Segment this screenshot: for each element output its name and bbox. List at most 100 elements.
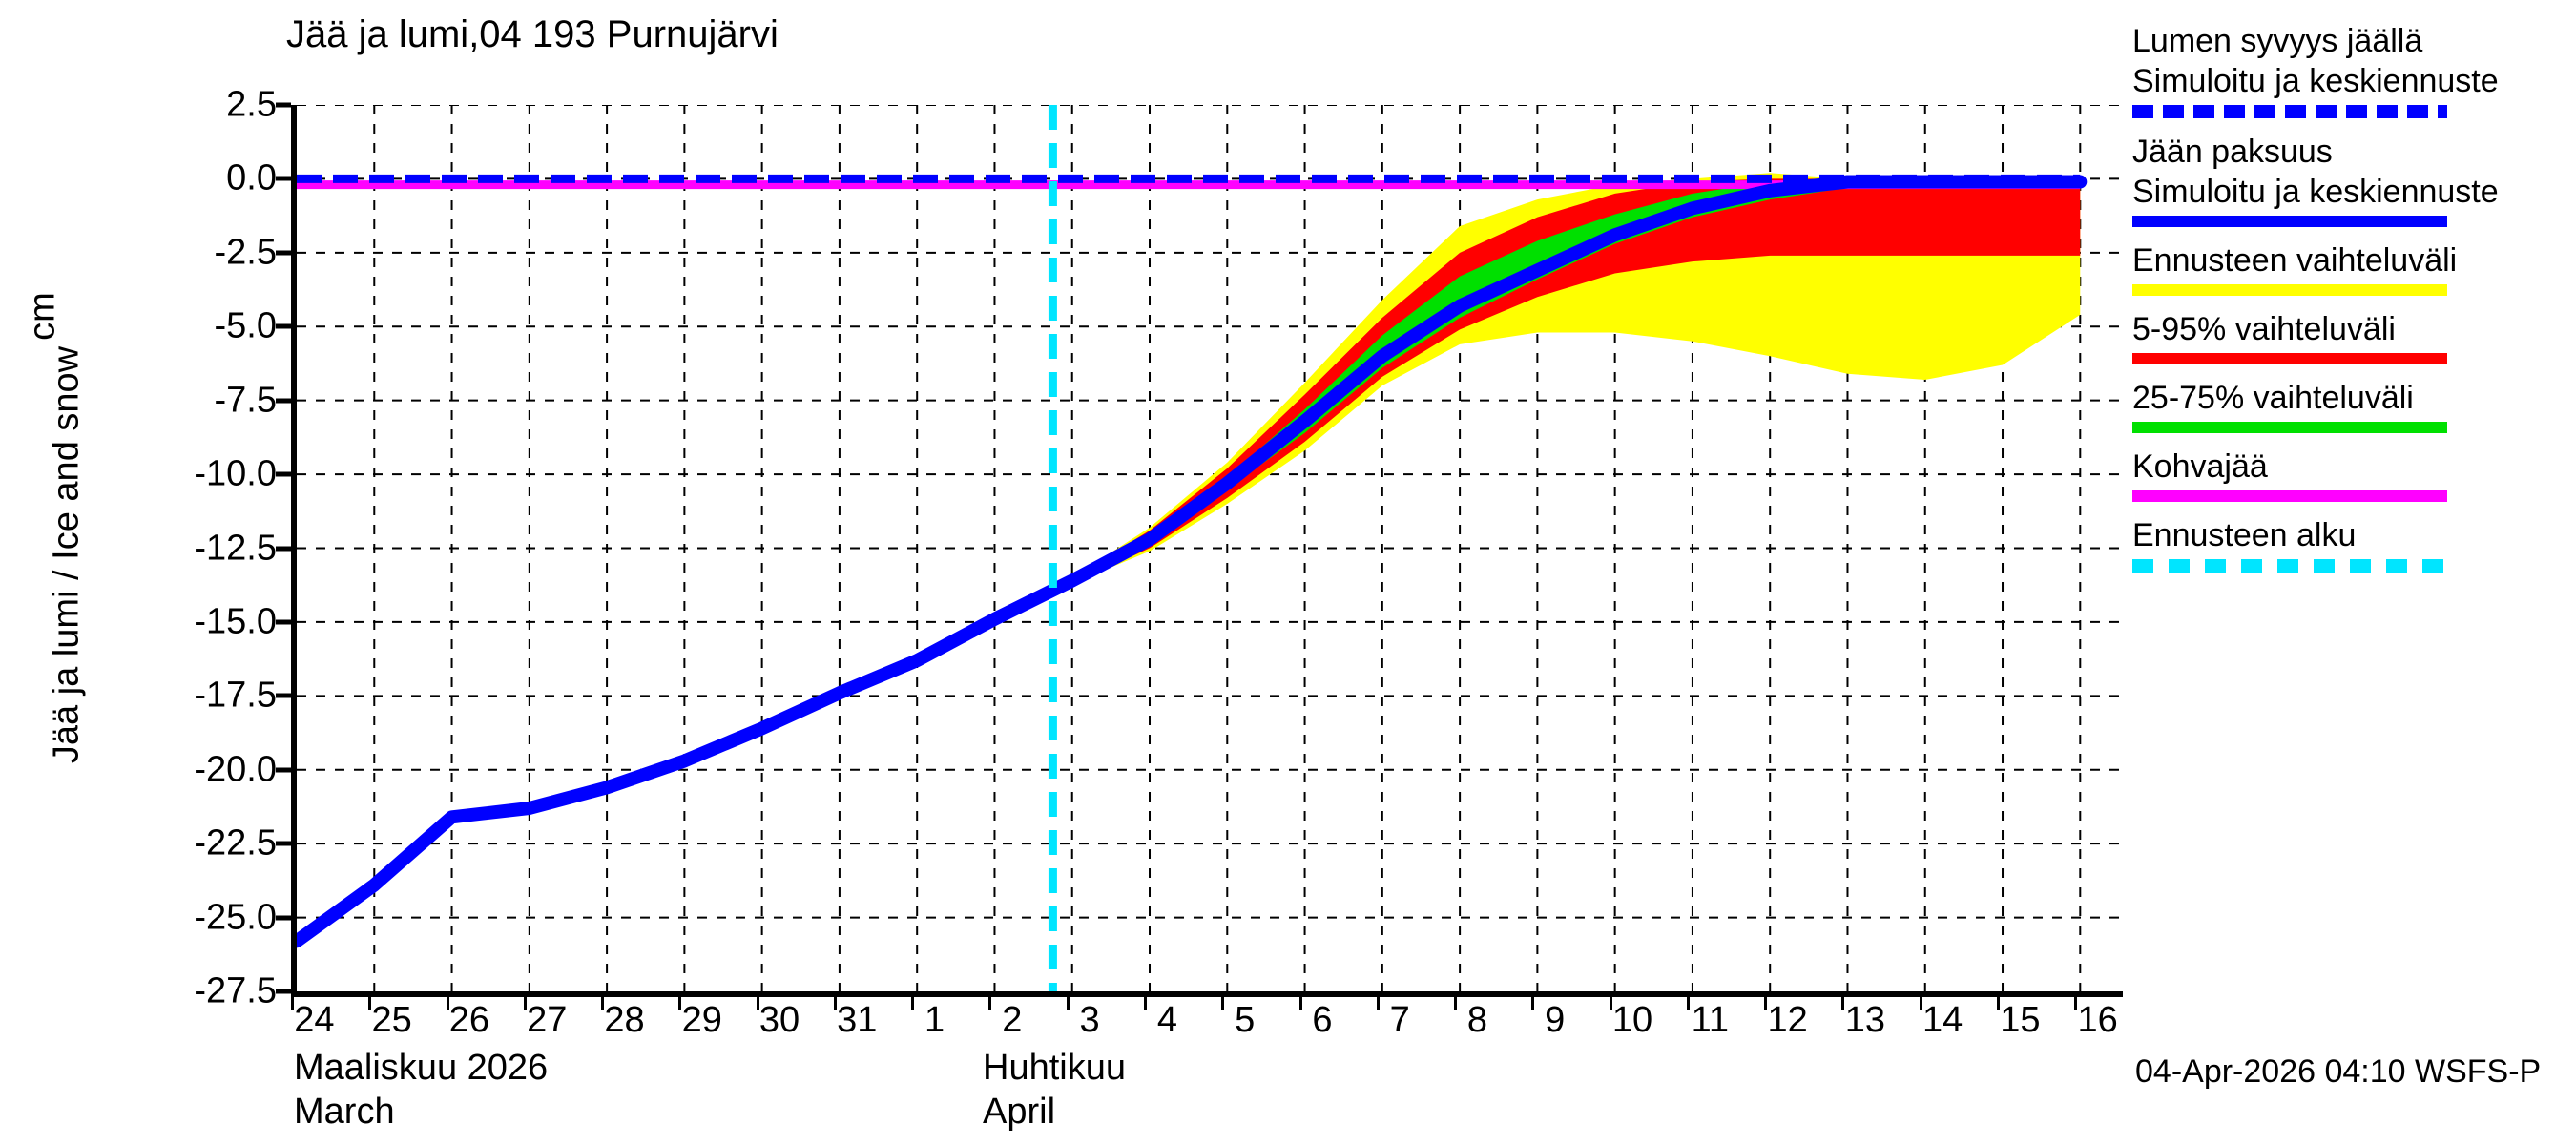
x-axis-tick-mark bbox=[1066, 994, 1070, 1010]
x-axis-tick-mark bbox=[1686, 994, 1690, 1010]
legend-item[interactable]: Ennusteen vaihteluväli bbox=[2132, 240, 2566, 296]
chart-svg bbox=[297, 105, 2123, 991]
y-axis-tick-mark bbox=[276, 915, 291, 921]
legend-item[interactable]: Jään paksuus Simuloitu ja keskiennuste bbox=[2132, 132, 2566, 227]
y-axis-tick-mark bbox=[276, 767, 291, 773]
x-axis-tick-mark bbox=[1454, 994, 1458, 1010]
y-axis-tick-label: 0.0 bbox=[226, 157, 277, 198]
x-axis-tick-mark bbox=[1764, 994, 1768, 1010]
month-label-left-en: March bbox=[294, 1092, 395, 1132]
y-axis-tick-label: 2.5 bbox=[226, 84, 277, 125]
y-axis-tick-marks bbox=[276, 102, 291, 997]
y-axis-tick-label: -2.5 bbox=[214, 232, 277, 273]
y-axis-tick-mark bbox=[276, 471, 291, 477]
x-axis-tick-label: 16 bbox=[2077, 1000, 2118, 1040]
y-axis-unit-label: cm bbox=[22, 292, 63, 341]
x-axis-tick-label: 2 bbox=[1002, 1000, 1023, 1040]
x-axis-tick-label: 15 bbox=[2000, 1000, 2041, 1040]
x-axis-tick-label: 14 bbox=[1922, 1000, 1963, 1040]
x-axis-tick-label: 5 bbox=[1235, 1000, 1256, 1040]
x-axis-tick-mark bbox=[911, 994, 915, 1010]
x-axis-tick-label: 4 bbox=[1156, 1000, 1177, 1040]
y-axis-tick-mark bbox=[276, 102, 291, 108]
y-axis-tick-label: -7.5 bbox=[214, 380, 277, 421]
y-axis-tick-label: -25.0 bbox=[194, 897, 277, 938]
x-axis-tick-label: 12 bbox=[1767, 1000, 1808, 1040]
x-axis-tick-mark bbox=[988, 994, 992, 1010]
legend-item-title: Kohvajää bbox=[2132, 448, 2268, 485]
legend-item-title: Ennusteen vaihteluväli bbox=[2132, 242, 2458, 279]
y-axis-tick-mark bbox=[276, 398, 291, 404]
legend-swatch bbox=[2132, 105, 2447, 118]
x-axis-tick-label: 26 bbox=[448, 1000, 490, 1040]
x-axis-tick-mark bbox=[291, 994, 294, 1010]
plot-inner bbox=[297, 105, 2123, 991]
x-axis-tick-mark bbox=[1997, 994, 2001, 1010]
y-axis-tick-mark bbox=[276, 546, 291, 551]
x-axis-tick-mark bbox=[1221, 994, 1225, 1010]
y-axis-tick-label: -20.0 bbox=[194, 749, 277, 790]
legend-item[interactable]: Ennusteen alku bbox=[2132, 515, 2566, 572]
legend-item-title: 25-75% vaihteluväli bbox=[2132, 380, 2414, 416]
x-axis-tick-label: 28 bbox=[604, 1000, 645, 1040]
x-axis-tick-label: 10 bbox=[1611, 1000, 1653, 1040]
x-axis-tick-label: 7 bbox=[1389, 1000, 1410, 1040]
legend-item-subtitle: Simuloitu ja keskiennuste bbox=[2132, 174, 2499, 210]
x-axis-tick-labels: 24 25 26 27 28 29 30 31 1 2 3 4 5 6 7 8 9 10 11 12 13 14 15 16 bbox=[291, 994, 2123, 1046]
x-axis-tick-mark bbox=[1609, 994, 1612, 1010]
x-axis-tick-mark bbox=[446, 994, 449, 1010]
legend-item-title: Ennusteen alku bbox=[2132, 517, 2357, 553]
y-axis-tick-label: -5.0 bbox=[214, 305, 277, 346]
y-axis-tick-label: -12.5 bbox=[194, 528, 277, 568]
x-axis-tick-mark bbox=[1376, 994, 1380, 1010]
y-axis-tick-mark bbox=[276, 619, 291, 625]
x-axis-tick-label: 29 bbox=[681, 1000, 722, 1040]
x-axis-tick-label: 6 bbox=[1312, 1000, 1333, 1040]
legend-item[interactable]: 5-95% vaihteluväli bbox=[2132, 309, 2566, 364]
y-axis-tick-label: -27.5 bbox=[194, 970, 277, 1011]
x-axis-tick-mark bbox=[833, 994, 837, 1010]
x-axis-tick-mark bbox=[601, 994, 605, 1010]
legend-swatch bbox=[2132, 216, 2447, 227]
x-axis-tick-label: 27 bbox=[527, 1000, 568, 1040]
x-axis-tick-mark bbox=[1919, 994, 1922, 1010]
legend-item-subtitle: Simuloitu ja keskiennuste bbox=[2132, 63, 2499, 99]
x-axis-tick-mark bbox=[756, 994, 759, 1010]
x-axis-tick-label: 8 bbox=[1466, 1000, 1488, 1040]
x-axis-tick-label: 25 bbox=[371, 1000, 412, 1040]
x-axis-tick-mark bbox=[368, 994, 372, 1010]
legend-item-title: Lumen syvyys jäällä bbox=[2132, 23, 2423, 59]
ice-thickness-line bbox=[297, 175, 2088, 948]
legend-item[interactable]: 25-75% vaihteluväli bbox=[2132, 378, 2566, 433]
y-axis-tick-mark bbox=[276, 841, 291, 846]
y-axis-tick-label: -10.0 bbox=[194, 453, 277, 494]
month-label-right-fi: Huhtikuu bbox=[983, 1048, 1126, 1088]
y-axis-tick-label: -22.5 bbox=[194, 822, 277, 864]
forecast-band bbox=[1071, 173, 2081, 584]
x-axis-tick-mark bbox=[678, 994, 682, 1010]
x-axis-tick-label: 3 bbox=[1079, 1000, 1100, 1040]
x-axis-tick-label: 30 bbox=[758, 1000, 800, 1040]
plot-area bbox=[291, 105, 2123, 997]
legend-swatch bbox=[2132, 490, 2447, 502]
month-label-right-en: April bbox=[983, 1092, 1056, 1132]
x-axis-tick-label: 24 bbox=[294, 1000, 335, 1040]
x-axis-tick-mark bbox=[1531, 994, 1535, 1010]
y-axis-tick-mark bbox=[276, 693, 291, 698]
legend-item[interactable]: Lumen syvyys jäällä Simuloitu ja keskienn… bbox=[2132, 21, 2566, 118]
month-label-left-fi: Maaliskuu 2026 bbox=[294, 1048, 549, 1088]
y-axis-tick-mark bbox=[276, 989, 291, 994]
legend-item[interactable]: Kohvajää bbox=[2132, 447, 2566, 502]
x-axis-tick-label: 1 bbox=[924, 1000, 945, 1040]
legend-swatch bbox=[2132, 284, 2447, 296]
legend-item-title: Jään paksuus bbox=[2132, 134, 2333, 170]
y-axis-tick-mark bbox=[276, 323, 291, 329]
page-title: Jää ja lumi,04 193 Purnujärvi bbox=[286, 13, 779, 55]
x-axis-tick-mark bbox=[1144, 994, 1147, 1010]
legend-item-title: 5-95% vaihteluväli bbox=[2132, 311, 2396, 347]
x-axis-tick-mark bbox=[2074, 994, 2078, 1010]
y-axis-tick-mark bbox=[276, 250, 291, 256]
y-axis-tick-mark bbox=[276, 176, 291, 181]
footer-timestamp: 04-Apr-2026 04:10 WSFS-P bbox=[2135, 1053, 2542, 1090]
legend-swatch bbox=[2132, 422, 2447, 433]
